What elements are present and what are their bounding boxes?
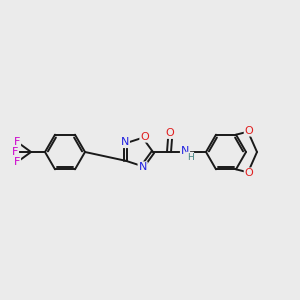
Text: N: N xyxy=(121,137,129,147)
Text: O: O xyxy=(244,168,253,178)
Text: O: O xyxy=(140,132,149,142)
Text: F: F xyxy=(14,157,20,167)
Text: F: F xyxy=(12,147,18,157)
Text: H: H xyxy=(187,152,194,161)
Text: N: N xyxy=(181,146,189,156)
Text: O: O xyxy=(244,126,253,136)
Text: N: N xyxy=(138,162,147,172)
Text: F: F xyxy=(14,137,20,147)
Text: O: O xyxy=(166,128,174,138)
